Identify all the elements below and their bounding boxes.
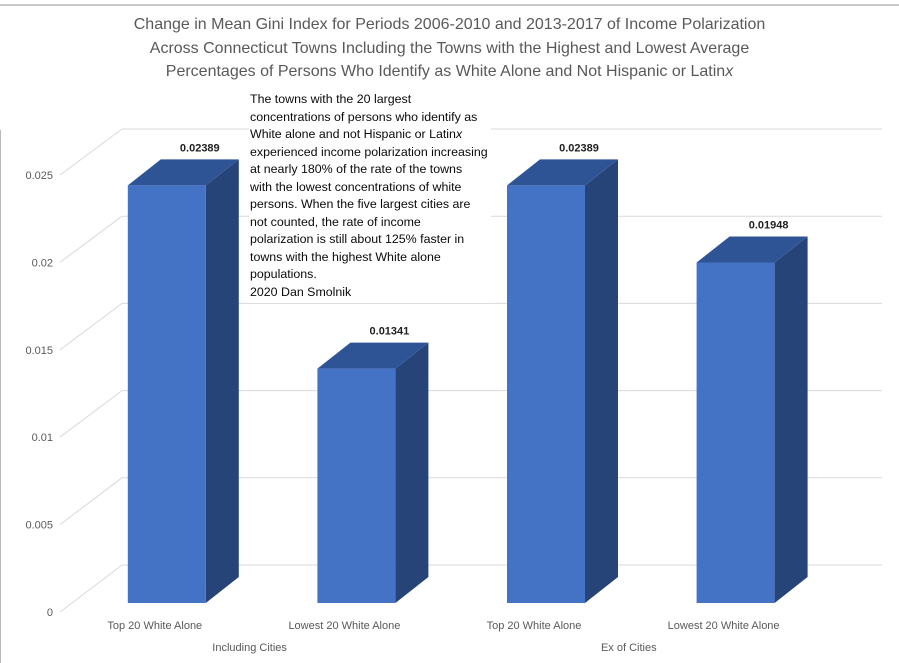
- annotation-line: The towns with the 20 largest: [250, 92, 412, 106]
- annotation-line: at nearly 180% of the rate of the towns: [250, 162, 463, 176]
- annotation-signature: 2020 Dan Smolnik: [250, 284, 352, 299]
- group-label: Ex of Cities: [601, 642, 657, 654]
- bar-top-face: [127, 159, 239, 186]
- annotation-line: concentrations of persons who identify a…: [250, 109, 478, 124]
- bar-1: [127, 159, 239, 603]
- annotation-line: persons. When the five largest cities ar…: [250, 197, 471, 211]
- bar-front-face: [127, 185, 206, 603]
- y-axis-tick-label: 0.005: [25, 520, 53, 532]
- top-border-line: [0, 4, 899, 6]
- gridline-side-wall: [59, 302, 123, 351]
- annotation-line-text: White alone and not Hispanic or Latin: [250, 127, 456, 141]
- y-axis-tick-label: 0.025: [25, 170, 53, 182]
- annotation-line: with the lowest concentrations of white: [250, 179, 462, 194]
- gridline-side-wall: [59, 477, 123, 525]
- bar-side-face: [774, 236, 808, 603]
- annotation-line: White alone and not Hispanic or Latinx: [250, 126, 488, 144]
- annotation-line: populations.: [250, 267, 317, 281]
- bar-front-face: [507, 185, 585, 603]
- category-label: Top 20 White Alone: [107, 620, 202, 632]
- bar-2: [317, 342, 429, 603]
- category-label: Lowest 20 White Alone: [288, 620, 400, 632]
- category-label: Lowest 20 White Alone: [668, 620, 780, 632]
- y-axis-tick-label: 0: [47, 607, 53, 619]
- y-axis-tick-label: 0.01: [32, 432, 53, 444]
- group-label: Including Cities: [212, 642, 287, 654]
- chart-title-line-2: Across Connecticut Towns Including the T…: [149, 39, 750, 57]
- annotation-line: polarization is still about 125% faster …: [250, 232, 465, 246]
- bar-value-label: 0.02389: [180, 142, 220, 154]
- bar-value-label: 0.02389: [559, 142, 599, 154]
- annotation-line: experienced income polarization increasi…: [250, 144, 488, 159]
- y-axis-tick-label: 0.015: [25, 345, 53, 357]
- annotation-line: not counted, the rate of income: [250, 214, 421, 229]
- chart-title-line-3: Percentages of Persons Who Identify as W…: [0, 60, 899, 84]
- chart-title: Change in Mean Gini Index for Periods 20…: [0, 13, 899, 84]
- bar-top-face: [317, 342, 429, 369]
- bar-side-face: [585, 159, 618, 603]
- y-axis-tick-label: 0.02: [32, 257, 53, 269]
- chart-title-line-1: Change in Mean Gini Index for Periods 20…: [133, 16, 766, 33]
- bar-4: [696, 236, 808, 603]
- latinx-italic-x: x: [725, 63, 734, 80]
- bar-side-face: [395, 342, 429, 603]
- chart-title-line-3-text: Percentages of Persons Who Identify as W…: [165, 63, 726, 80]
- bar-top-face: [696, 236, 808, 263]
- bar-front-face: [317, 368, 396, 603]
- bar-side-face: [205, 159, 239, 603]
- gridline-side-wall: [59, 390, 123, 438]
- category-label: Top 20 White Alone: [487, 620, 582, 632]
- gridline-side-wall: [59, 128, 123, 176]
- annotation-line: towns with the highest White alone: [250, 249, 441, 264]
- chart-annotation: The towns with the 20 largest concentrat…: [249, 91, 491, 303]
- gridline-side-wall: [59, 564, 123, 613]
- latinx-italic-x: x: [455, 127, 463, 141]
- bar-value-label: 0.01948: [749, 219, 789, 231]
- gridline-side-wall: [59, 215, 123, 263]
- bar-3: [507, 159, 618, 603]
- bar-value-label: 0.01341: [370, 326, 410, 338]
- left-border-line: [0, 130, 1, 663]
- bar-top-face: [507, 159, 618, 186]
- bar-front-face: [696, 262, 775, 603]
